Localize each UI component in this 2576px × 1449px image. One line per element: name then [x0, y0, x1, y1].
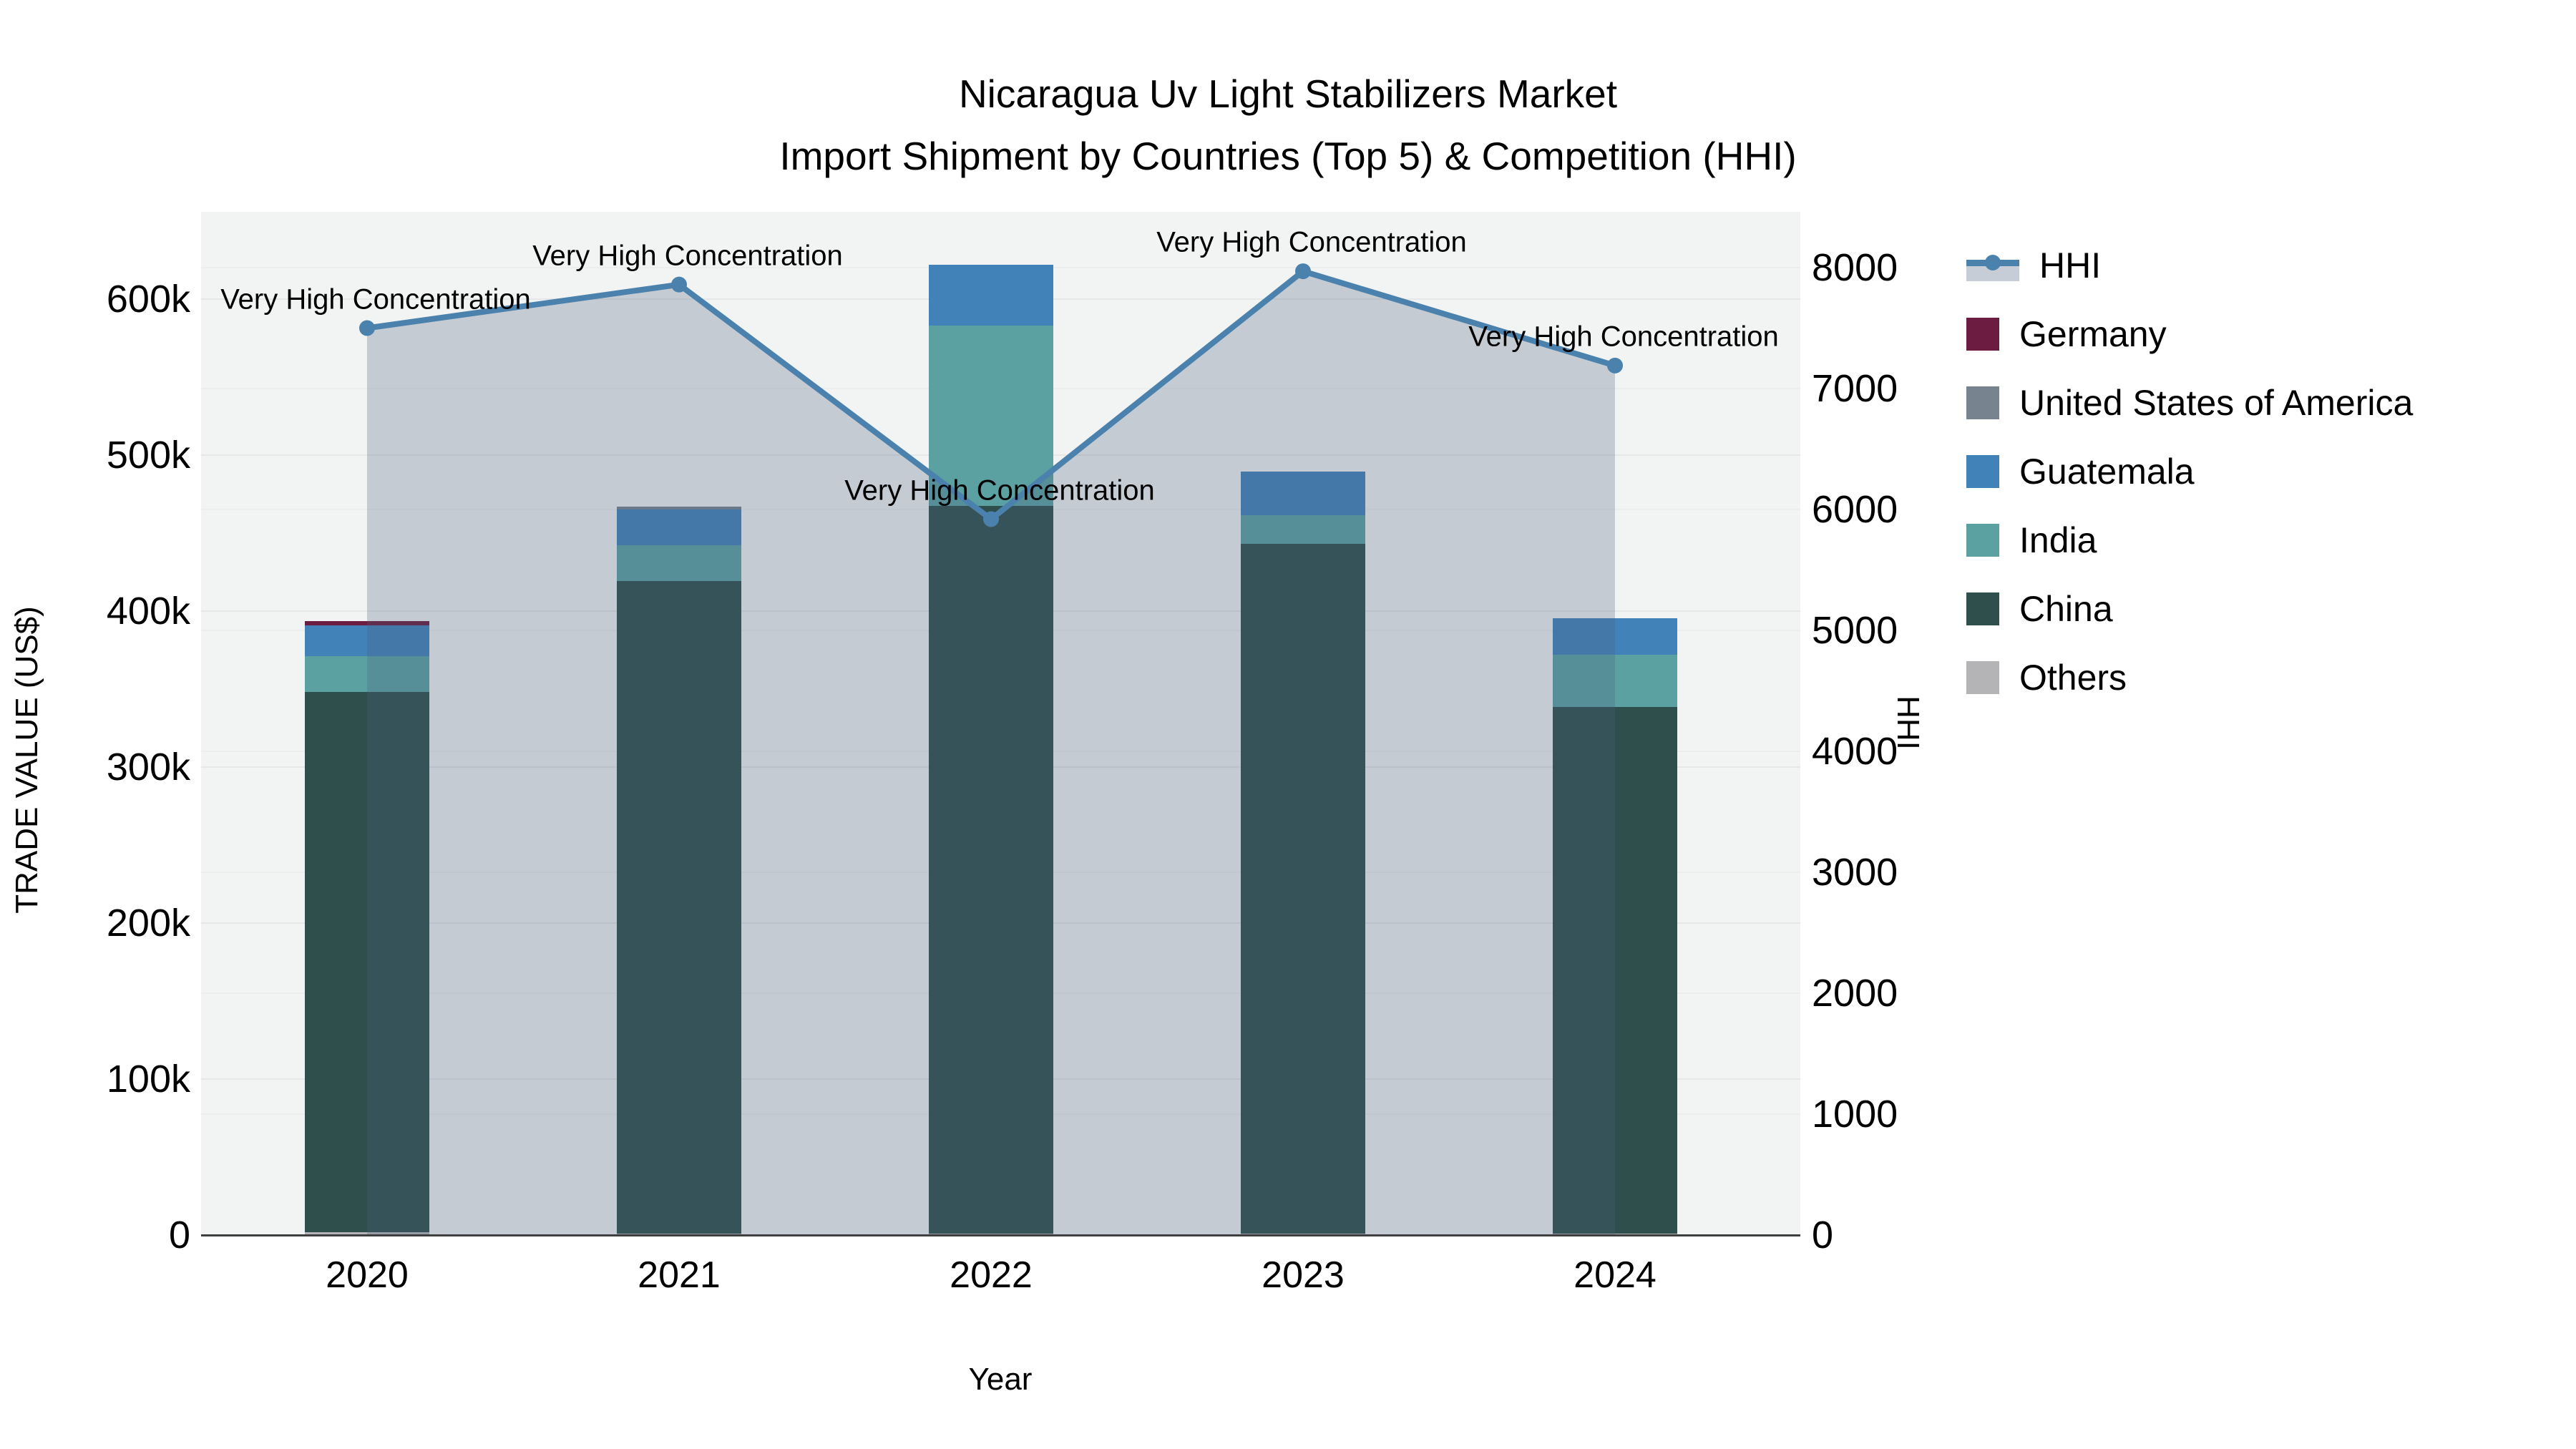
y-right-tick-8000: 8000: [1812, 246, 1898, 289]
hhi-marker-2022[interactable]: [983, 511, 999, 527]
annotation-2022: Very High Concentration: [844, 474, 1155, 507]
legend-item-others[interactable]: Others: [1966, 643, 2127, 712]
y-left-tick-400k: 400k: [106, 590, 190, 633]
chart-title-line1: Nicaragua Uv Light Stabilizers Market: [958, 72, 1618, 116]
bar-segment-guatemala-2020[interactable]: [305, 625, 429, 657]
legend-label: Germany: [2019, 314, 2167, 354]
bar-segment-guatemala-2022[interactable]: [929, 265, 1053, 326]
legend-item-hhi[interactable]: HHI: [1966, 231, 2101, 300]
bar-segment-china-2024[interactable]: [1553, 707, 1677, 1234]
annotation-2023: Very High Concentration: [1156, 226, 1467, 258]
bar-2023: [1241, 212, 1365, 1235]
bar-segment-china-2021[interactable]: [617, 580, 741, 1234]
bar-segment-guatemala-2021[interactable]: [617, 509, 741, 546]
y-left-tick-300k: 300k: [106, 746, 190, 789]
bar-segment-others-2021[interactable]: [617, 1233, 741, 1235]
bar-2024: [1553, 212, 1677, 1235]
y-right-tick-1000: 1000: [1812, 1093, 1898, 1136]
hhi-marker-2021[interactable]: [671, 276, 687, 293]
bar-segment-others-2024[interactable]: [1553, 1233, 1677, 1235]
bar-2021: [617, 212, 741, 1235]
y-left-tick-100k: 100k: [106, 1058, 190, 1101]
legend-label: United States of America: [2019, 383, 2414, 423]
legend-swatch-india: [1966, 524, 1999, 557]
x-tick-2020: 2020: [326, 1254, 409, 1296]
bar-2020: [305, 212, 429, 1235]
hhi-marker-2023[interactable]: [1295, 263, 1311, 280]
legend-label: India: [2019, 520, 2097, 560]
y-left-tick-500k: 500k: [106, 434, 190, 477]
chart-title: Nicaragua Uv Light Stabilizers Market Im…: [751, 63, 1825, 187]
legend-label: HHI: [2039, 245, 2102, 286]
bar-segment-india-2022[interactable]: [929, 326, 1053, 506]
bar-segment-germany-2020[interactable]: [305, 621, 429, 625]
bar-segment-united-states-of-america-2021[interactable]: [617, 507, 741, 510]
x-axis-line: [201, 1234, 1800, 1236]
bar-segment-india-2023[interactable]: [1241, 514, 1365, 545]
legend-label: Others: [2019, 658, 2127, 698]
hhi-area-fill: [367, 271, 1615, 1235]
y-axis-left-title: TRADE VALUE (US$): [9, 606, 44, 914]
legend-item-guatemala[interactable]: Guatemala: [1966, 437, 2195, 506]
y-right-tick-0: 0: [1812, 1214, 1834, 1257]
legend-label: China: [2019, 589, 2113, 629]
hhi-marker-2020[interactable]: [359, 320, 375, 336]
x-axis-title: Year: [968, 1362, 1033, 1397]
legend-swatch-guatemala: [1966, 455, 1999, 488]
bar-segment-guatemala-2024[interactable]: [1553, 618, 1677, 655]
y-right-tick-2000: 2000: [1812, 972, 1898, 1015]
legend-item-germany[interactable]: Germany: [1966, 300, 2167, 369]
annotation-2024: Very High Concentration: [1468, 321, 1779, 353]
bar-segment-others-2023[interactable]: [1241, 1233, 1365, 1235]
legend-label: Guatemala: [2019, 452, 2195, 492]
bar-segment-india-2020[interactable]: [305, 656, 429, 693]
annotation-2020: Very High Concentration: [220, 283, 531, 315]
y-axis-right-title: HHI: [1890, 696, 1926, 750]
bar-segment-china-2020[interactable]: [305, 692, 429, 1232]
bar-segment-india-2024[interactable]: [1553, 655, 1677, 708]
bar-segment-guatemala-2023[interactable]: [1241, 471, 1365, 515]
legend-swatch-china: [1966, 592, 1999, 625]
bar-segment-india-2021[interactable]: [617, 545, 741, 581]
hhi-marker-2024[interactable]: [1607, 357, 1623, 374]
legend-swatch-others: [1966, 661, 1999, 694]
x-tick-2022: 2022: [950, 1254, 1033, 1296]
y-right-tick-4000: 4000: [1812, 730, 1898, 773]
bar-segment-china-2023[interactable]: [1241, 544, 1365, 1234]
legend-item-india[interactable]: India: [1966, 506, 2097, 575]
annotation-2021: Very High Concentration: [532, 240, 843, 272]
x-tick-2024: 2024: [1574, 1254, 1657, 1296]
bar-segment-others-2020[interactable]: [305, 1231, 429, 1235]
y-left-tick-200k: 200k: [106, 902, 190, 945]
bar-segment-others-2022[interactable]: [929, 1233, 1053, 1235]
legend-item-united-states-of-america[interactable]: United States of America: [1966, 369, 2413, 437]
y-left-tick-0: 0: [168, 1214, 190, 1257]
y-left-tick-600k: 600k: [106, 278, 190, 321]
bar-segment-china-2022[interactable]: [929, 505, 1053, 1234]
y-right-tick-6000: 6000: [1812, 488, 1898, 531]
bar-2022: [929, 212, 1053, 1235]
legend-swatch-united-states-of-america: [1966, 386, 1999, 419]
y-right-tick-3000: 3000: [1812, 851, 1898, 894]
legend-item-china[interactable]: China: [1966, 575, 2113, 643]
y-right-tick-7000: 7000: [1812, 367, 1898, 410]
y-right-tick-5000: 5000: [1812, 609, 1898, 652]
x-tick-2023: 2023: [1262, 1254, 1345, 1296]
x-tick-2021: 2021: [638, 1254, 721, 1296]
hhi-legend-symbol: [1966, 247, 2019, 284]
chart-title-line2: Import Shipment by Countries (Top 5) & C…: [779, 133, 1797, 178]
legend-swatch-germany: [1966, 318, 1999, 351]
